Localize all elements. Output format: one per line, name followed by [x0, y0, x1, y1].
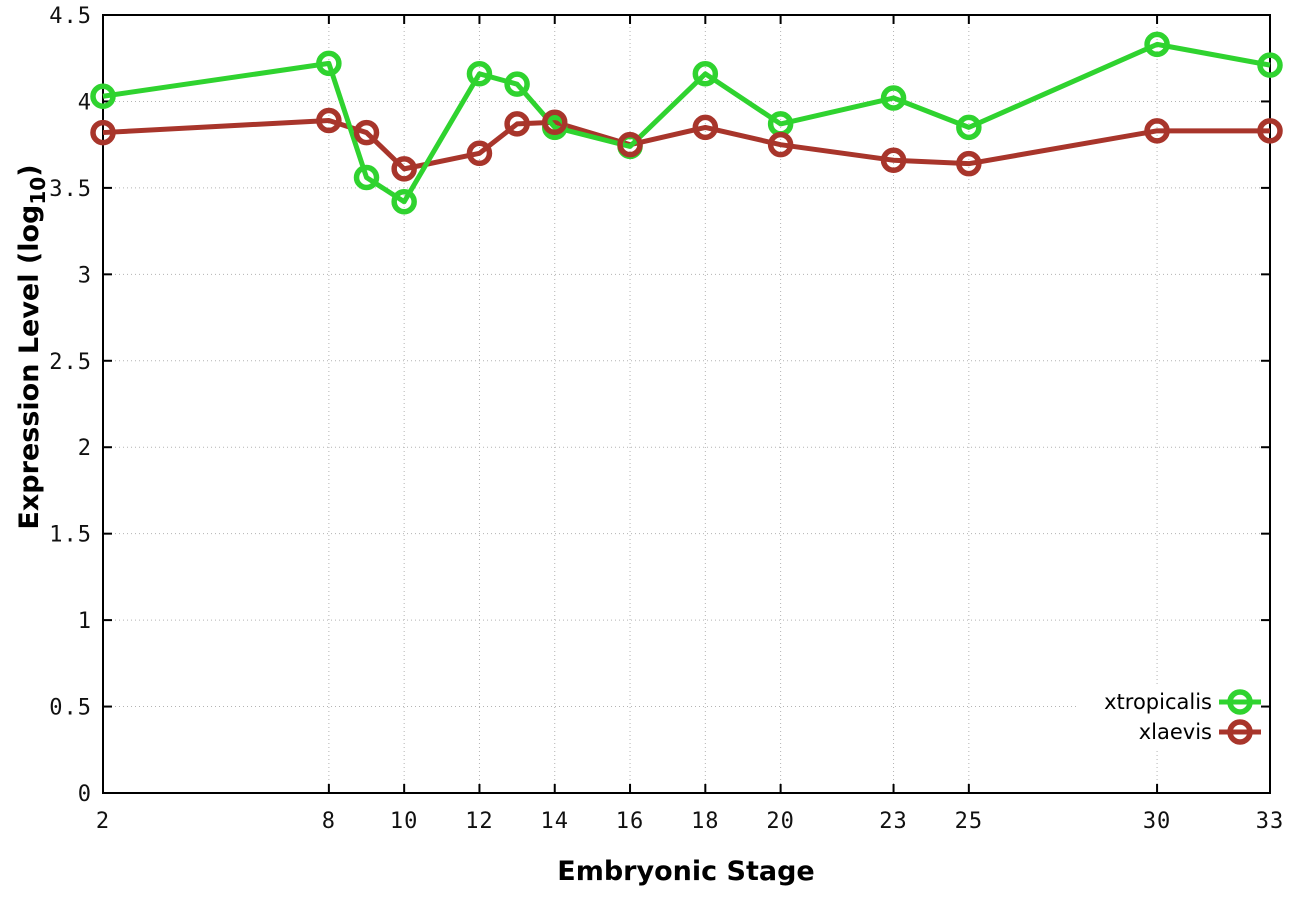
- data-point-marker-xlaevis: [316, 107, 342, 134]
- x-tick-label: 25: [955, 809, 984, 834]
- legend-label-xlaevis: xlaevis: [1139, 720, 1212, 744]
- data-point-marker-xtropicalis: [1144, 31, 1170, 58]
- x-tick-label: 33: [1256, 809, 1285, 834]
- data-point-marker-xtropicalis: [391, 188, 417, 215]
- y-tick-label: 2.5: [49, 350, 92, 375]
- y-tick-label: 1.5: [49, 523, 92, 548]
- data-point-marker-xlaevis: [1144, 118, 1170, 144]
- y-tick-label: 3: [78, 263, 92, 288]
- data-point-marker-xtropicalis: [1257, 52, 1283, 78]
- chart-generated-layer: 2 8 10 12 14 16 18 20 23 25 30 33 0 0.5 1 1.5 2 2.5 3 3.5 4 4…: [49, 4, 1285, 834]
- legend-marker-icon-xtropicalis: [1227, 689, 1253, 715]
- x-tick-label: 2: [96, 809, 110, 834]
- data-point-marker-xlaevis: [692, 114, 719, 141]
- y-tick-label: 3.5: [49, 177, 92, 202]
- y-tick-label: 1: [78, 609, 92, 634]
- data-point-marker-xlaevis: [956, 150, 982, 177]
- x-tick-label: 8: [322, 809, 336, 834]
- data-point-marker-xlaevis: [90, 119, 116, 146]
- data-point-marker-xtropicalis: [466, 61, 493, 87]
- x-axis-title: Embryonic Stage: [557, 856, 814, 887]
- y-axis-title: Expression Level (log10): [14, 164, 50, 529]
- legend-marker-icon-xlaevis: [1227, 719, 1253, 745]
- data-point-marker-xlaevis: [466, 140, 493, 167]
- data-point-marker-xlaevis: [880, 147, 907, 173]
- y-tick-label: 4: [78, 90, 92, 115]
- data-point-marker-xlaevis: [617, 131, 643, 158]
- data-point-marker-xlaevis: [541, 109, 568, 135]
- data-point-marker-xlaevis: [1257, 118, 1283, 144]
- legend-label-xtropicalis: xtropicalis: [1104, 690, 1212, 714]
- x-tick-label: 18: [691, 809, 720, 834]
- data-point-marker-xlaevis: [353, 119, 380, 146]
- x-tick-label: 23: [879, 809, 908, 834]
- x-tick-label: 14: [540, 809, 569, 834]
- data-point-marker-xlaevis: [504, 111, 530, 137]
- y-tick-label: 0.5: [49, 696, 92, 721]
- data-point-marker-xtropicalis: [316, 50, 342, 77]
- data-point-marker-xtropicalis: [880, 85, 907, 111]
- x-tick-label: 30: [1143, 809, 1172, 834]
- series-line-xlaevis: [102, 117, 1270, 172]
- data-point-marker-xtropicalis: [504, 71, 530, 97]
- data-point-marker-xtropicalis: [692, 61, 719, 87]
- y-tick-label: 4.5: [49, 4, 92, 29]
- x-tick-label: 12: [465, 809, 494, 834]
- y-tick-label: 2: [78, 436, 92, 461]
- x-tick-label: 10: [390, 809, 419, 834]
- data-point-marker-xtropicalis: [956, 114, 982, 141]
- data-point-marker-xlaevis: [391, 156, 417, 182]
- data-point-marker-xlaevis: [767, 131, 794, 158]
- x-tick-label: 16: [616, 809, 645, 834]
- plot-border: [102, 14, 1271, 794]
- x-tick-label: 20: [766, 809, 795, 834]
- y-tick-label: 0: [78, 782, 92, 807]
- data-point-marker-xtropicalis: [353, 164, 380, 191]
- data-point-marker-xtropicalis: [90, 83, 116, 110]
